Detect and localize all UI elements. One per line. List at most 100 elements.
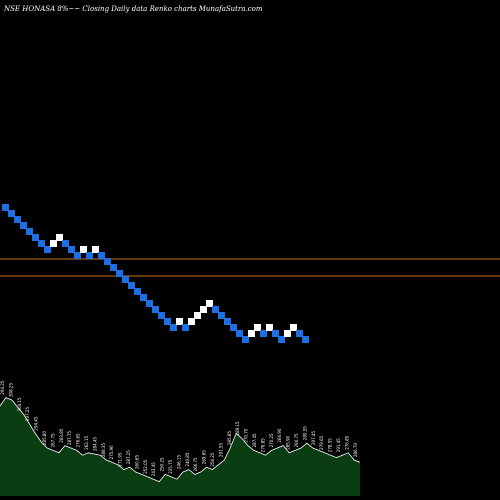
volume-value-label: 294.25 <box>0 380 5 394</box>
renko-brick-down <box>8 210 15 217</box>
volume-value-label: 290.75 <box>294 433 299 447</box>
renko-brick-down <box>278 336 285 343</box>
renko-brick-down <box>116 270 123 277</box>
renko-brick-down <box>122 276 129 283</box>
renko-brick-up <box>188 318 195 325</box>
renko-brick-down <box>74 252 81 259</box>
renko-brick-down <box>140 294 147 301</box>
renko-brick-down <box>2 204 9 211</box>
renko-brick-down <box>218 312 225 319</box>
volume-value-label: 240.85 <box>185 452 190 466</box>
volume-value-label: 243.45 <box>151 462 156 476</box>
renko-brick-up <box>248 330 255 337</box>
volume-value-label: 235.75 <box>168 459 173 473</box>
renko-brick-down <box>68 246 75 253</box>
volume-area <box>0 397 360 496</box>
volume-value-label: 250.25 <box>160 457 165 471</box>
renko-brick-down <box>158 312 165 319</box>
volume-value-label: 287.45 <box>252 433 257 447</box>
renko-brick-down <box>146 300 153 307</box>
renko-brick-up <box>92 246 99 253</box>
volume-value-label: 279.65 <box>319 435 324 449</box>
volume-value-label: 288.35 <box>101 443 106 457</box>
reference-lines <box>0 258 500 277</box>
volume-value-label: 270.25 <box>269 433 274 447</box>
renko-brick-down <box>164 318 171 325</box>
volume-value-label: 304.15 <box>17 397 22 411</box>
volume-value-label: 276.85 <box>260 438 265 452</box>
volume-value-label: 267.75 <box>50 433 55 447</box>
renko-brick-down <box>302 336 309 343</box>
renko-brick-down <box>104 258 111 265</box>
volume-value-label: 252.05 <box>143 459 148 473</box>
renko-brick-up <box>206 300 213 307</box>
renko-brick-up <box>254 324 261 331</box>
renko-brick-down <box>296 330 303 337</box>
volume-value-label: 291.45 <box>336 438 341 452</box>
volume-value-label: 308.25 <box>8 383 13 397</box>
renko-brick-up <box>176 318 183 325</box>
renko-brick-down <box>32 234 39 241</box>
volume-value-label: 278.55 <box>328 438 333 452</box>
renko-brick-up <box>194 312 201 319</box>
renko-brick-down <box>98 252 105 259</box>
renko-brick-down <box>26 228 33 235</box>
renko-brick-up <box>80 246 87 253</box>
renko-brick-down <box>86 252 93 259</box>
renko-bricks <box>2 204 309 343</box>
volume-value-label: 297.25 <box>25 407 30 421</box>
volume-value-label: 294.45 <box>34 416 39 430</box>
renko-brick-down <box>224 318 231 325</box>
volume-value-label: 271.95 <box>118 452 123 466</box>
renko-brick-down <box>44 246 51 253</box>
renko-brick-down <box>242 336 249 343</box>
volume-value-label: 287.25 <box>126 450 131 464</box>
renko-brick-down <box>110 264 117 271</box>
volume-value-label: 285.90 <box>286 435 291 449</box>
volume-value-label: 284.45 <box>92 437 97 451</box>
volume-value-label: 276.65 <box>76 433 81 447</box>
renko-brick-down <box>260 330 267 337</box>
volume-value-label: 266.90 <box>277 428 282 442</box>
chart-title: NSE HONASA 8%~~ Closing Daily data Renko… <box>3 5 263 13</box>
volume-value-label: 289.15 <box>235 421 240 435</box>
volume-value-label: 286.70 <box>353 443 358 457</box>
volume-value-label: 246.15 <box>176 455 181 469</box>
volume-value-label: 297.45 <box>311 431 316 445</box>
volume-value-label: 260.65 <box>134 455 139 469</box>
renko-brick-down <box>134 288 141 295</box>
renko-brick-down <box>236 330 243 337</box>
renko-brick-down <box>14 216 21 223</box>
volume-value-label: 280.55 <box>302 426 307 440</box>
volume-value-label: 269.65 <box>202 450 207 464</box>
volume-value-label: 270.70 <box>244 428 249 442</box>
volume-value-label: 291.55 <box>218 443 223 457</box>
renko-brick-down <box>62 240 69 247</box>
renko-brick-up <box>200 306 207 313</box>
volume-value-label: 262.15 <box>84 435 89 449</box>
volume-value-label: 276.85 <box>344 435 349 449</box>
renko-brick-up <box>56 234 63 241</box>
volume-value-label: 287.75 <box>67 431 72 445</box>
volume-value-label: 285.80 <box>42 431 47 445</box>
volume-value-label: 256.25 <box>210 452 215 466</box>
renko-brick-down <box>38 240 45 247</box>
renko-brick-up <box>266 324 273 331</box>
volume-line <box>0 397 361 483</box>
renko-brick-down <box>230 324 237 331</box>
renko-brick-up <box>50 240 57 247</box>
renko-brick-down <box>152 306 159 313</box>
renko-brick-down <box>212 306 219 313</box>
renko-brick-down <box>20 222 27 229</box>
renko-brick-down <box>182 324 189 331</box>
renko-brick-down <box>128 282 135 289</box>
volume-value-label: 283.85 <box>59 428 64 442</box>
volume-value-label: 275.90 <box>109 445 114 459</box>
volume-value-label: 285.85 <box>227 431 232 445</box>
renko-brick-down <box>272 330 279 337</box>
renko-brick-down <box>170 324 177 331</box>
renko-brick-up <box>284 330 291 337</box>
renko-brick-up <box>290 324 297 331</box>
